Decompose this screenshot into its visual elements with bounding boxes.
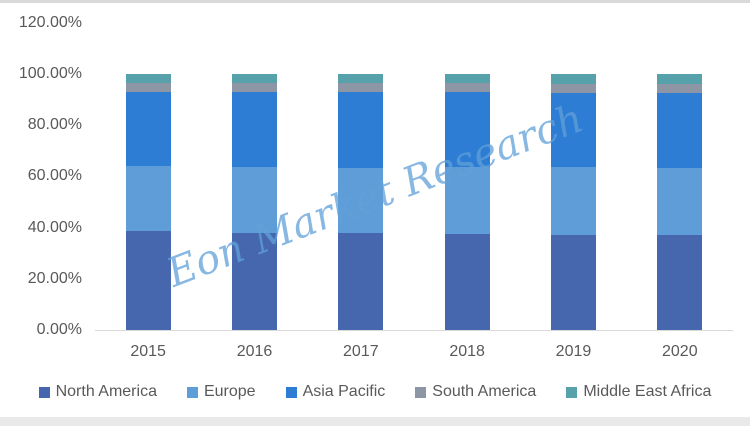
bar-segment-north-america [338, 232, 384, 330]
bar-segment-north-america [657, 234, 703, 330]
bar-segment-south-america [444, 83, 490, 93]
bar-segment-asia-pacific [231, 92, 277, 167]
y-axis-tick-label: 100.00% [18, 65, 82, 82]
bar-segment-north-america [125, 231, 171, 330]
y-axis-tick-label: 20.00% [27, 269, 82, 287]
bar-segment-middle-east-africa [444, 74, 490, 84]
legend-item-middle-east-africa: Middle East Africa [566, 383, 711, 401]
legend-swatch-icon [566, 386, 578, 398]
y-axis: 0.00% 20.00% 40.00% 60.00% 80.00% 100.00% 120.… [0, 0, 84, 426]
legend-swatch-icon [285, 386, 297, 398]
bottom-edge-strip [0, 417, 750, 426]
bar-segment-europe [125, 166, 171, 232]
bar-slot-2019 [520, 74, 626, 330]
x-axis-label-2019: 2019 [555, 343, 592, 360]
bar-segment-asia-pacific [338, 92, 384, 168]
bar-segment-middle-east-africa [657, 74, 703, 84]
legend-item-europe: Europe [186, 383, 256, 401]
y-axis-tick-label: 60.00% [27, 167, 82, 185]
x-axis-line [95, 329, 733, 331]
bar-segment-south-america [338, 83, 384, 93]
bar-2017 [338, 74, 384, 330]
bar-segment-middle-east-africa [231, 74, 277, 84]
bar-slot-2018 [414, 74, 520, 330]
x-axis-label-2016: 2016 [236, 343, 273, 360]
bar-2020 [657, 74, 703, 330]
bar-slot-2020 [627, 74, 733, 330]
bar-segment-asia-pacific [444, 92, 490, 167]
bar-2019 [550, 74, 596, 330]
bar-2015 [125, 74, 171, 330]
legend-label: Europe [203, 383, 256, 400]
bar-segment-south-america [550, 83, 596, 93]
bar-segment-europe [338, 167, 384, 233]
bar-slot-2017 [308, 74, 414, 330]
bar-segment-south-america [657, 83, 703, 93]
x-axis-labels: 2015 2016 2017 2018 2019 2020 [95, 343, 733, 361]
legend-item-south-america: South America [415, 383, 536, 401]
bar-segment-north-america [550, 234, 596, 330]
legend-item-north-america: North America [38, 383, 157, 401]
bar-segment-north-america [444, 234, 490, 330]
bar-slot-2015 [95, 74, 201, 330]
bar-2018 [444, 74, 490, 330]
bar-segment-south-america [125, 83, 171, 93]
bar-segment-middle-east-africa [125, 74, 171, 84]
legend-swatch-icon [38, 386, 50, 398]
x-axis-label-2017: 2017 [343, 343, 379, 360]
bar-segment-europe [444, 166, 490, 234]
bar-segment-south-america [231, 83, 277, 93]
top-edge-strip [0, 0, 750, 3]
bar-2016 [231, 74, 277, 330]
bar-segment-asia-pacific [550, 92, 596, 168]
bar-slot-2016 [201, 74, 307, 330]
legend: North America Europe Asia Pacific South Ame… [0, 383, 750, 401]
plot-area [95, 74, 733, 330]
bar-segment-asia-pacific [125, 92, 171, 167]
bar-segment-europe [657, 167, 703, 235]
legend-label: Middle East Africa [583, 383, 712, 400]
legend-label: Asia Pacific [302, 383, 386, 400]
legend-swatch-icon [415, 386, 427, 398]
legend-label: South America [432, 383, 537, 400]
y-axis-tick-label: 80.00% [27, 116, 82, 134]
x-axis-label-2018: 2018 [449, 343, 485, 360]
x-axis-label-2020: 2020 [662, 343, 698, 360]
bar-segment-asia-pacific [657, 92, 703, 168]
bar-segment-middle-east-africa [550, 74, 596, 84]
y-axis-tick-label: 0.00% [36, 321, 82, 338]
x-axis-label-2015: 2015 [130, 343, 166, 360]
legend-swatch-icon [186, 386, 198, 398]
y-axis-tick-label: 120.00% [18, 13, 82, 31]
bar-segment-europe [231, 166, 277, 233]
y-axis-tick-label: 40.00% [27, 218, 82, 236]
bar-segment-europe [550, 167, 596, 235]
bar-segment-north-america [231, 232, 277, 330]
legend-label: North America [55, 383, 157, 400]
legend-item-asia-pacific: Asia Pacific [285, 383, 386, 401]
bar-segment-middle-east-africa [338, 74, 384, 84]
